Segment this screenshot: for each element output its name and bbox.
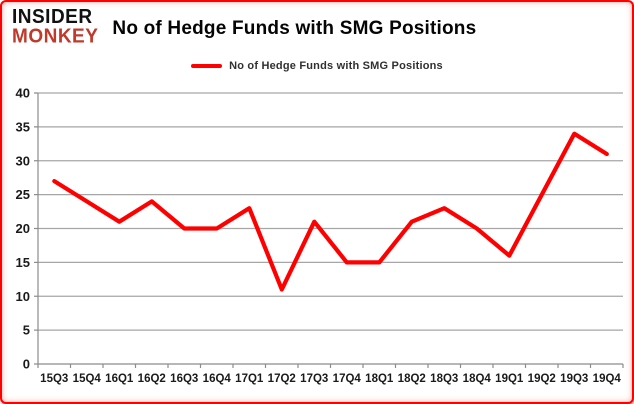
x-tick-label: 17Q2 — [268, 373, 296, 385]
logo-word-insider: INSIDER — [12, 5, 93, 29]
y-tick-label: 15 — [16, 255, 30, 270]
data-series-line — [52, 131, 609, 292]
chart-legend: No of Hedge Funds with SMG Positions — [2, 60, 632, 72]
chart-header: INSIDER MONKEY No of Hedge Funds with SM… — [12, 5, 624, 48]
y-tick-label: 5 — [23, 323, 30, 338]
y-tick-label: 30 — [16, 153, 30, 168]
y-tick-label: 20 — [16, 221, 30, 236]
x-tick-label: 18Q1 — [365, 373, 394, 385]
y-tick-label: 35 — [16, 119, 30, 134]
x-tick-label: 15Q4 — [73, 373, 102, 385]
legend-label: No of Hedge Funds with SMG Positions — [229, 60, 443, 72]
x-tick-label: 18Q4 — [463, 373, 492, 385]
legend-line-swatch — [191, 64, 223, 68]
x-tick-label: 17Q1 — [235, 373, 264, 385]
y-tick-label: 10 — [16, 289, 30, 304]
x-tick-label: 15Q3 — [40, 373, 68, 385]
x-tick-label: 19Q1 — [495, 373, 524, 385]
x-tick-label: 19Q2 — [528, 373, 556, 385]
y-tick-label: 25 — [16, 187, 30, 202]
x-tick-label: 18Q2 — [398, 373, 426, 385]
y-tick-label: 0 — [23, 357, 30, 372]
x-tick-label: 16Q4 — [203, 373, 232, 385]
chart-title: No of Hedge Funds with SMG Positions — [112, 17, 477, 39]
x-tick-label: 19Q4 — [593, 373, 622, 385]
x-tick-label: 16Q3 — [170, 373, 198, 385]
x-tick-label: 16Q2 — [138, 373, 166, 385]
y-tick-label: 40 — [16, 86, 30, 101]
x-tick-label: 19Q3 — [560, 373, 588, 385]
insider-monkey-logo: INSIDER MONKEY — [12, 5, 99, 48]
x-tick-label: 18Q3 — [430, 373, 458, 385]
x-tick-label: 17Q4 — [333, 373, 362, 385]
logo-word-monkey: MONKEY — [12, 25, 99, 48]
x-tick-label: 16Q1 — [105, 373, 134, 385]
x-tick-label: 17Q3 — [300, 373, 328, 385]
